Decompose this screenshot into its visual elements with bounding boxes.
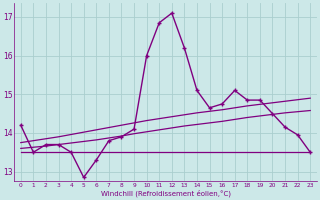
X-axis label: Windchill (Refroidissement éolien,°C): Windchill (Refroidissement éolien,°C): [100, 189, 230, 197]
